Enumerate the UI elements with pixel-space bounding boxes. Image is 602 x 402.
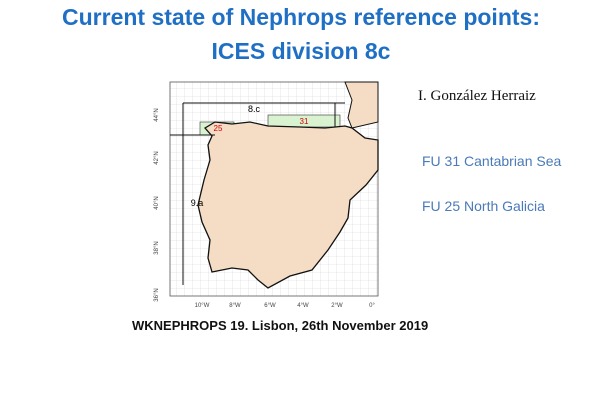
division-line [170, 102, 345, 285]
title-line: Current state of Nephrops reference poin… [62, 4, 540, 30]
lon-label: 4°W [297, 303, 309, 309]
lon-label: 6°W [264, 303, 276, 309]
lat-label: 36°N [154, 288, 160, 301]
lat-label: 44°N [154, 108, 160, 121]
lon-label: 10°W [195, 303, 210, 309]
title-line: ICES division 8c [211, 38, 391, 64]
area-label: 9.a [191, 198, 204, 208]
fu-label: FU 31 Cantabrian Sea [422, 153, 562, 169]
fu-label: FU 25 North Galicia [422, 198, 545, 214]
lon-label: 8°W [229, 303, 241, 309]
land [197, 121, 379, 289]
fu-number: 25 [214, 124, 223, 133]
lat-label: 40°N [154, 196, 160, 209]
lat-label: 42°N [154, 151, 160, 164]
lon-label: 0° [369, 303, 375, 309]
lat-label: 38°N [154, 241, 160, 254]
area-label: 8.c [248, 104, 261, 114]
author: I. González Herraiz [418, 88, 536, 104]
fu-number: 31 [300, 117, 309, 126]
lon-label: 2°W [331, 303, 343, 309]
footer: WKNEPHROPS 19. Lisbon, 26th November 201… [132, 318, 429, 333]
